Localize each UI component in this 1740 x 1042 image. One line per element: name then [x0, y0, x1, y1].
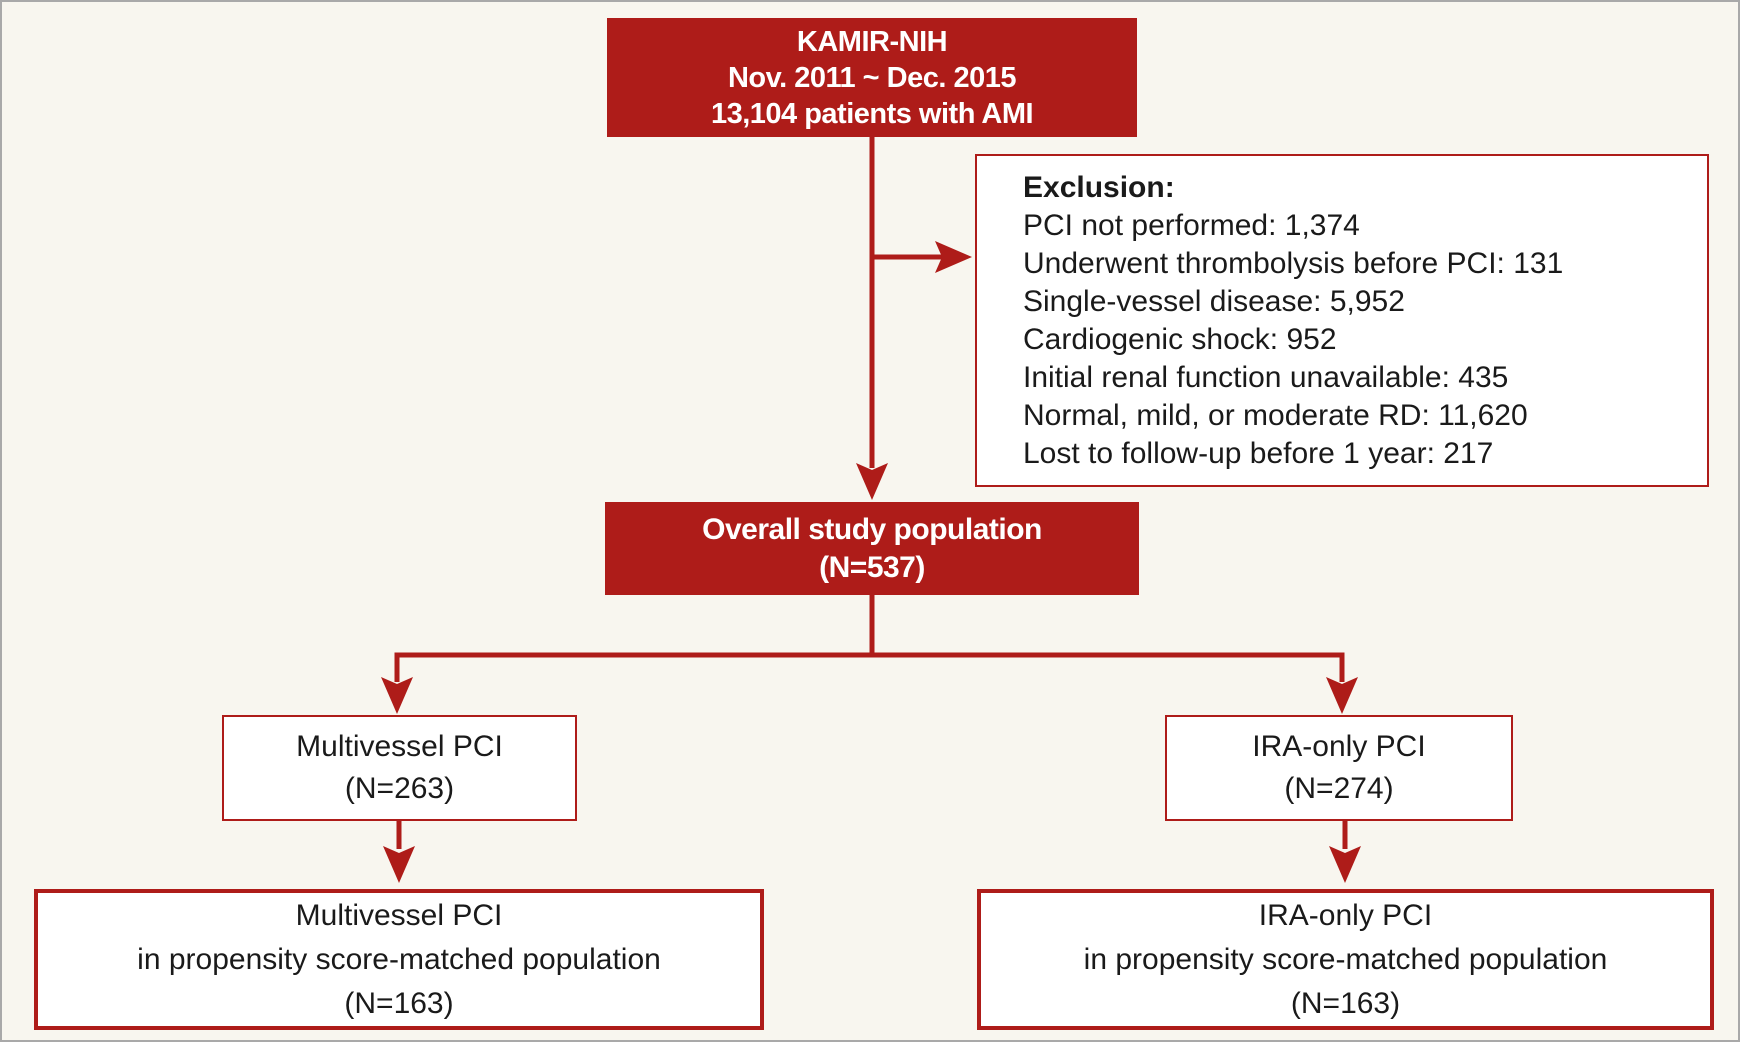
arrowhead-right-icon	[935, 241, 972, 273]
arrowhead-down-right2-icon	[1329, 846, 1361, 883]
exclusion-item: Initial renal function unavailable: 435	[1023, 360, 1509, 394]
ira-matched-box: IRA-only PCI in propensity score-matched…	[977, 889, 1714, 1030]
exclusion-box: Exclusion: PCI not performed: 1,374 Unde…	[975, 154, 1709, 487]
arrowhead-down-left-icon	[381, 677, 413, 714]
exclusion-item: Normal, mild, or moderate RD: 11,620	[1023, 398, 1528, 432]
overall-population-box: Overall study population (N=537)	[605, 502, 1139, 595]
multivessel-matched-label: Multivessel PCI	[295, 898, 503, 932]
exclusion-item: Cardiogenic shock: 952	[1023, 322, 1337, 356]
arrowhead-down-right-icon	[1326, 677, 1358, 714]
kamir-patients: 13,104 patients with AMI	[710, 97, 1034, 130]
arrowhead-down-left2-icon	[383, 846, 415, 883]
ira-matched-sub: in propensity score-matched population	[1083, 942, 1608, 976]
multivessel-pci-box: Multivessel PCI (N=263)	[222, 715, 577, 821]
ira-label: IRA-only PCI	[1252, 730, 1426, 763]
multivessel-label: Multivessel PCI	[296, 730, 503, 763]
exclusion-item: PCI not performed: 1,374	[1023, 208, 1360, 242]
ira-only-pci-box: IRA-only PCI (N=274)	[1165, 715, 1513, 821]
ira-matched-label: IRA-only PCI	[1258, 898, 1433, 932]
ira-matched-n: (N=163)	[1290, 986, 1401, 1020]
exclusion-item: Single-vessel disease: 5,952	[1023, 284, 1405, 318]
kamir-period: Nov. 2011 ~ Dec. 2015	[727, 61, 1017, 94]
multivessel-n: (N=263)	[344, 772, 455, 805]
arrowhead-down-icon	[856, 463, 888, 500]
overall-title: Overall study population	[702, 512, 1042, 546]
exclusion-item: Underwent thrombolysis before PCI: 131	[1023, 246, 1564, 280]
exclusion-heading: Exclusion:	[1023, 170, 1175, 204]
ira-n: (N=274)	[1284, 772, 1394, 805]
multivessel-matched-sub: in propensity score-matched population	[137, 942, 661, 976]
multivessel-matched-box: Multivessel PCI in propensity score-matc…	[34, 889, 764, 1030]
exclusion-item: Lost to follow-up before 1 year: 217	[1023, 436, 1494, 470]
kamir-title: KAMIR-NIH	[796, 25, 948, 58]
connector-split-bar	[394, 652, 1345, 682]
kamir-nih-box: KAMIR-NIH Nov. 2011 ~ Dec. 2015 13,104 p…	[607, 18, 1137, 137]
multivessel-matched-n: (N=163)	[344, 986, 454, 1020]
overall-n: (N=537)	[819, 550, 925, 584]
